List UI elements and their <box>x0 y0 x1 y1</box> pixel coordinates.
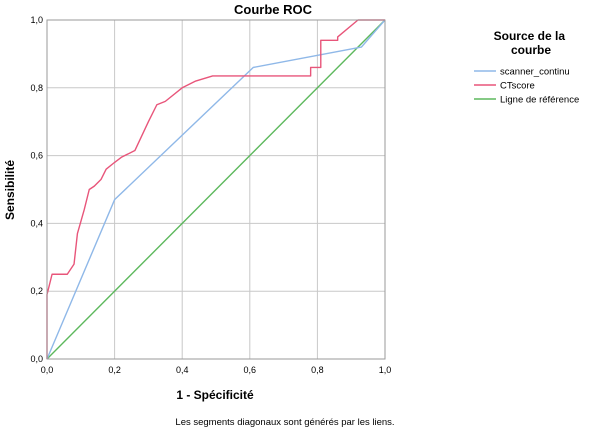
series-layer <box>46 19 386 360</box>
series-line-ligne-de-reference <box>46 19 386 360</box>
legend-label-ligne-de-reference: Ligne de référence <box>500 95 579 106</box>
legend: Source de la courbe scanner_continu CTsco… <box>474 29 579 106</box>
y-tick-label: 0,4 <box>30 218 43 228</box>
legend-label-scanner-continu: scanner_continu <box>500 67 570 78</box>
y-axis-label: Sensibilité <box>3 160 17 220</box>
x-tick-label: 0,0 <box>41 365 54 375</box>
series-line-ctscore <box>46 19 385 359</box>
plot-frame <box>46 19 386 360</box>
legend-title: Source de la courbe <box>494 29 569 57</box>
legend-label-ctscore: CTscore <box>500 81 535 92</box>
legend-title-line-1: Source de la <box>494 29 566 43</box>
x-tick-label: 0,2 <box>108 365 121 375</box>
y-tick-label: 0,6 <box>30 151 43 161</box>
legend-title-line-2: courbe <box>511 43 551 57</box>
y-tick-label: 0,8 <box>30 83 43 93</box>
y-tick-label: 1,0 <box>30 15 43 25</box>
footnote: Les segments diagonaux sont générés par … <box>175 417 394 428</box>
series-line-scanner-continu <box>46 19 386 360</box>
legend-items: scanner_continu CTscore Ligne de référence <box>474 67 579 106</box>
chart-title: Courbe ROC <box>234 2 313 17</box>
y-tick-label: 0,0 <box>30 354 43 364</box>
y-tick-label: 0,2 <box>30 286 43 296</box>
y-tick-labels: 0,0 0,2 0,4 0,6 0,8 1,0 <box>30 15 43 364</box>
x-tick-label: 0,4 <box>176 365 189 375</box>
x-axis-label: 1 - Spécificité <box>176 388 254 402</box>
x-tick-label: 1,0 <box>379 365 392 375</box>
x-tick-label: 0,6 <box>244 365 257 375</box>
x-tick-labels: 0,0 0,2 0,4 0,6 0,8 1,0 <box>41 365 392 375</box>
x-tick-label: 0,8 <box>311 365 324 375</box>
